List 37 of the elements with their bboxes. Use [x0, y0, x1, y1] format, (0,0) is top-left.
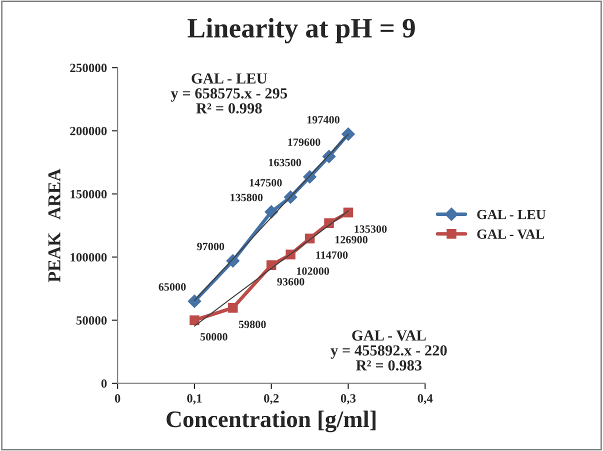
y-tick-label: 100000	[70, 253, 107, 262]
y-tick-label: 50000	[76, 316, 107, 325]
y-tick-label: 200000	[70, 126, 107, 136]
data-label: 59800	[238, 320, 266, 328]
point	[343, 208, 354, 218]
data-label: 65000	[158, 283, 186, 291]
point	[188, 294, 202, 308]
data-label: 93600	[277, 278, 304, 286]
point	[190, 315, 200, 326]
data-label: 135800	[230, 194, 263, 202]
data-label: 135300	[354, 225, 387, 233]
data-label: 102000	[297, 267, 330, 275]
x-tick-label: 0,4	[418, 394, 433, 404]
x-tick-label: 0,2	[264, 394, 279, 404]
annotation: GAL - LEU y = 658575.x - 295 R² = 0.998	[170, 73, 288, 114]
data-label: 179600	[288, 138, 320, 146]
annotation: GAL - VAL y = 455892.x - 220 R² = 0.983	[330, 330, 447, 371]
chart-title: Linearity at pH = 9	[188, 18, 415, 44]
data-label: 197400	[307, 116, 340, 124]
data-label: 163500	[269, 158, 302, 166]
y-tick-label: 150000	[70, 190, 107, 198]
x-tick-label: 0,3	[340, 394, 356, 404]
data-label: 126900	[335, 236, 368, 244]
legend-label: GAL - LEU	[477, 210, 546, 220]
point	[342, 127, 355, 141]
data-label: 114700	[316, 251, 348, 259]
x-tick-label: 0,1	[187, 394, 202, 404]
data-label: 97000	[197, 242, 224, 250]
point	[228, 302, 238, 313]
data-label: 147500	[250, 179, 282, 186]
x-tick-label: 0	[114, 394, 120, 403]
y-tick-label: 250000	[70, 64, 107, 72]
y-tick-label: 0	[101, 379, 107, 388]
x-axis-title: Concentration [g/ml]	[166, 410, 376, 432]
legend-label: GAL - VAL	[477, 229, 544, 239]
data-label: 50000	[200, 333, 228, 341]
y-axis-title: PEAK AREA	[48, 168, 60, 282]
